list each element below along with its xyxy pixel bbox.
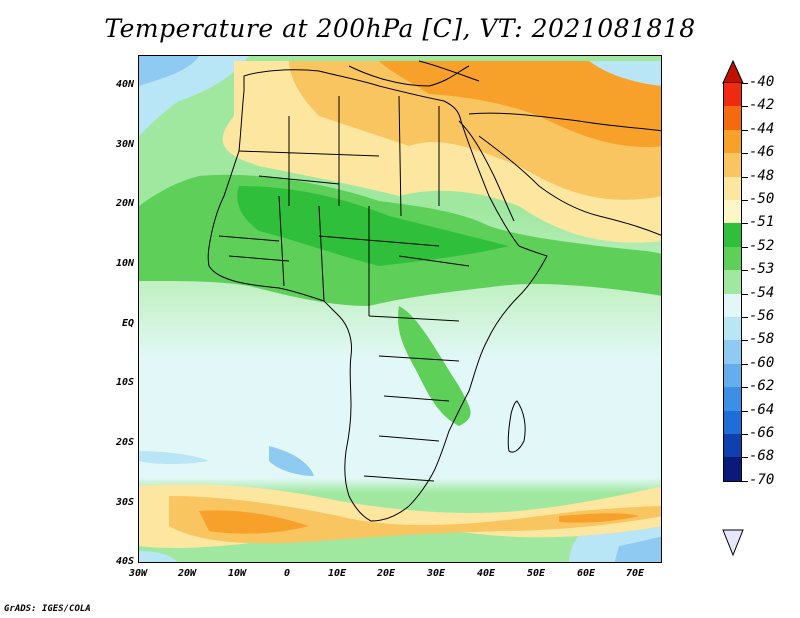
cold-patch-south-atlantic — [269, 446, 314, 476]
colorbar-tick — [742, 200, 748, 201]
colorbar-swatch — [723, 270, 742, 295]
colorbar-label: -44 — [749, 120, 775, 137]
colorbar-swatch — [723, 434, 742, 459]
colorbar-swatch — [723, 129, 742, 155]
colorbar-tick — [742, 270, 748, 272]
lat-label-10n: 10N — [115, 258, 134, 269]
lon-label-10e: 10E — [327, 568, 347, 579]
colorbar-swatch — [723, 363, 742, 389]
colorbar-tick — [742, 83, 748, 84]
colorbar-label: -62 — [749, 378, 775, 395]
colorbar-label: -54 — [749, 284, 775, 301]
lat-label-eq: EQ — [121, 318, 134, 329]
colorbar-swatch — [723, 106, 742, 131]
colorbar-label: -58 — [749, 331, 775, 348]
colorbar-label: -68 — [749, 448, 775, 465]
colorbar-tick — [742, 223, 748, 225]
colorbar-label: -60 — [749, 354, 775, 371]
lon-label-40e: 40E — [476, 568, 496, 579]
lat-label-20n: 20N — [115, 198, 134, 209]
lon-label-60e: 60E — [576, 568, 596, 579]
lat-label-30n: 30N — [115, 139, 134, 150]
coastlines — [207, 60, 661, 522]
colorbar-label: -53 — [749, 261, 775, 278]
lat-label-30s: 30S — [115, 497, 134, 508]
colorbar-swatch — [723, 153, 742, 178]
colorbar-label: -40 — [749, 74, 775, 90]
colorbar-tick — [742, 293, 748, 295]
colorbar-tick — [742, 106, 748, 108]
colorbar-label: -51 — [749, 214, 775, 231]
colorbar-tick — [742, 363, 748, 365]
colorbar-label: -66 — [749, 425, 775, 441]
colorbar-tick — [742, 410, 748, 412]
colorbar-tick — [742, 129, 748, 131]
lon-label-50e: 50E — [526, 568, 546, 579]
lon-label-0: 0 — [283, 568, 291, 579]
colorbar-swatch — [723, 223, 742, 248]
map-title: Temperature at 200hPa [C], VT: 202108181… — [104, 14, 696, 43]
temperature-map[interactable] — [138, 55, 662, 563]
colorbar-swatch — [723, 340, 742, 365]
lon-label-20w: 20W — [177, 568, 197, 579]
colorbar-swatch — [723, 246, 742, 272]
colorbar-swatch — [723, 176, 742, 201]
lon-label-30w: 30W — [128, 568, 148, 579]
colorbar-tick — [742, 246, 748, 248]
colorbar-tick — [742, 457, 748, 459]
colorbar-swatch — [723, 410, 742, 435]
colorbar-label: -52 — [749, 237, 775, 254]
colorbar-swatch — [723, 293, 742, 318]
colorbar-bottom-arrow — [722, 529, 744, 557]
colorbar-tick — [742, 176, 748, 178]
colorbar-label: -46 — [749, 144, 775, 161]
colorbar-label: -50 — [749, 191, 775, 207]
colorbar-label: -56 — [749, 308, 775, 324]
colorbar-swatch — [723, 83, 742, 108]
colorbar-tick — [742, 480, 748, 482]
colorbar-tick — [742, 340, 748, 342]
colorbar-swatch — [723, 317, 742, 342]
colorbar-label: -64 — [749, 401, 775, 418]
colorbar-swatch — [723, 457, 742, 482]
colorbar-swatch — [723, 200, 742, 225]
colorbar-label: -42 — [749, 97, 775, 114]
lat-label-20s: 20S — [115, 437, 134, 448]
lat-label-10s: 10S — [115, 377, 134, 388]
lat-label-40s: 40S — [115, 556, 134, 567]
lon-label-30e: 30E — [426, 568, 446, 579]
colorbar-top-arrow — [722, 60, 744, 84]
colorbar-swatch — [723, 387, 742, 412]
grads-credit: GrADS: IGES/COLA — [4, 604, 91, 614]
colorbar-tick — [742, 434, 748, 435]
colorbar-tick — [742, 153, 748, 155]
colorbar-tick — [742, 317, 748, 318]
lon-label-10w: 10W — [227, 568, 247, 579]
lon-label-70e: 70E — [625, 568, 645, 579]
colorbar-label: -48 — [749, 167, 775, 184]
colorbar-tick — [742, 387, 748, 389]
lon-label-20e: 20E — [376, 568, 396, 579]
colorbar-label: -70 — [749, 471, 775, 488]
lat-label-40n: 40N — [115, 79, 134, 90]
